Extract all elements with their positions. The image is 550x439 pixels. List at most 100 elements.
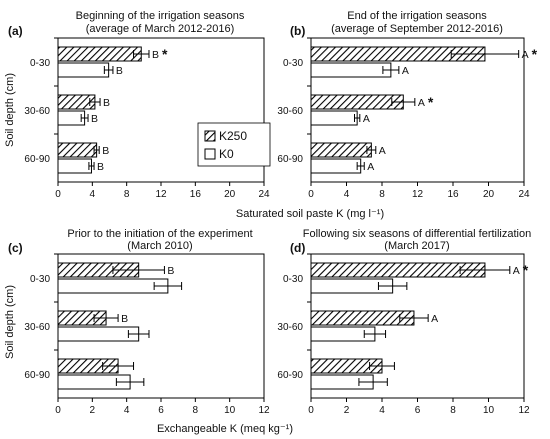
panel-a-bar-k250	[57, 142, 98, 158]
panel-b-bar-k0	[310, 110, 358, 126]
panel-b-x-tick-label: 12	[412, 189, 424, 200]
panel-b-x-tick-label: 20	[483, 189, 495, 200]
panel-b-bar-k0	[310, 62, 392, 78]
panel-c-x-tick-label: 8	[193, 405, 199, 416]
panel-d-x-tick-label: 6	[415, 405, 421, 416]
panel-a-bar-k250	[57, 46, 142, 62]
panel-c-x-tick-label: 0	[55, 405, 61, 416]
x-axis-title-bottom: Exchangeable K (meq kg⁻¹)	[157, 423, 293, 435]
panel-d-x-tick-label: 4	[379, 405, 385, 416]
panel-c-letter: (c)	[8, 241, 23, 255]
panel-d-significance-star: *	[523, 262, 529, 278]
panel-b-significance-letter: A	[379, 145, 386, 157]
panel-a-significance-letter: B	[102, 145, 109, 157]
panel-b-significance-letter: A	[402, 65, 409, 77]
legend-swatch-k250	[204, 130, 216, 142]
panel-c-significance-letter: B	[121, 313, 128, 325]
panel-b-x-tick-label: 8	[379, 189, 385, 200]
panel-d-x-tick-label: 0	[308, 405, 314, 416]
panel-d-x-tick-label: 8	[450, 405, 456, 416]
panel-c: Prior to the initiation of the experimen…	[8, 228, 270, 416]
panel-b-letter: (b)	[290, 24, 305, 38]
panel-a-x-tick-label: 4	[90, 189, 96, 200]
panel-d-bar-k250	[310, 262, 486, 278]
panel-b-title: End of the irrigation seasons	[347, 10, 487, 22]
panel-a-title: Beginning of the irrigation seasons	[76, 10, 245, 22]
legend: K250 K0	[197, 122, 271, 167]
panel-d-significance-letter: A	[431, 313, 438, 325]
panel-c-bar-k0	[57, 278, 169, 294]
panel-c-x-tick-label: 10	[224, 405, 236, 416]
panel-d-x-tick-label: 10	[483, 405, 495, 416]
panel-b-x-tick-label: 24	[518, 189, 530, 200]
panel-c-x-tick-label: 2	[90, 405, 96, 416]
panel-a-significance-star: *	[162, 46, 168, 62]
panel-b-category-label: 0-30	[283, 58, 303, 69]
panel-a-x-tick-label: 8	[124, 189, 130, 200]
panel-d-bar-k250	[310, 310, 415, 326]
panel-d-significance-letter: A	[513, 265, 520, 277]
panel-a-significance-letter: B	[103, 97, 110, 109]
panel-c-title: Prior to the initiation of the experimen…	[67, 228, 252, 240]
panel-a-significance-letter: B	[91, 113, 98, 125]
panel-c-category-label: 30-60	[24, 322, 50, 333]
panel-a-subtitle: (average of March 2012-2016)	[86, 23, 235, 35]
panel-b-bar-k250	[310, 94, 404, 110]
panel-b-bar-k250	[310, 142, 372, 158]
panel-b-significance-letter: A	[418, 97, 425, 109]
panel-a-x-tick-label: 12	[155, 189, 167, 200]
panel-a-category-label: 30-60	[24, 106, 50, 117]
panel-c-subtitle: (March 2010)	[127, 240, 192, 252]
panel-b-significance-star: *	[428, 94, 434, 110]
panel-c-category-label: 0-30	[30, 274, 50, 285]
panel-d-category-label: 30-60	[277, 322, 303, 333]
panel-c-bar-k0	[57, 326, 140, 342]
panel-a-x-tick-label: 20	[224, 189, 236, 200]
panel-a-significance-letter: B	[116, 65, 123, 77]
y-axis-title-top: Soil depth (cm)	[4, 73, 16, 147]
panel-b-x-tick-label: 0	[308, 189, 314, 200]
legend-swatch-k0	[204, 148, 216, 160]
panel-d-x-tick-label: 2	[344, 405, 350, 416]
panel-d: Following six seasons of differential fe…	[277, 228, 531, 416]
panel-a-x-tick-label: 0	[55, 189, 61, 200]
legend-label-k0: K0	[219, 147, 234, 161]
panel-d-x-tick-label: 12	[518, 405, 530, 416]
panel-d-letter: (d)	[290, 241, 305, 255]
panel-a: Beginning of the irrigation seasons(aver…	[8, 10, 270, 200]
x-axis-title-top: Saturated soil paste K (mg l⁻¹)	[236, 208, 384, 220]
panel-a-bar-k0	[57, 110, 86, 126]
panel-a-letter: (a)	[8, 24, 23, 38]
panel-b: End of the irrigation seasons(average of…	[277, 10, 537, 200]
panel-c-x-tick-label: 6	[158, 405, 164, 416]
panel-b-category-label: 60-90	[277, 154, 303, 165]
panel-a-x-tick-label: 24	[258, 189, 270, 200]
panel-c-x-tick-label: 12	[258, 405, 270, 416]
panel-b-subtitle: (average of September 2012-2016)	[331, 23, 503, 35]
panel-a-bar-k0	[57, 62, 110, 78]
panel-a-category-label: 60-90	[24, 154, 50, 165]
panel-a-x-tick-label: 16	[190, 189, 202, 200]
panel-b-x-tick-label: 4	[344, 189, 350, 200]
panel-a-bar-k0	[57, 158, 92, 174]
panel-c-x-tick-label: 4	[124, 405, 130, 416]
panel-a-significance-letter: B	[97, 161, 104, 173]
y-axis-title-bottom: Soil depth (cm)	[4, 285, 16, 359]
legend-label-k250: K250	[219, 129, 247, 143]
panel-c-category-label: 60-90	[24, 370, 50, 381]
panel-b-category-label: 30-60	[277, 106, 303, 117]
panel-d-category-label: 60-90	[277, 370, 303, 381]
panel-a-category-label: 0-30	[30, 58, 50, 69]
panel-b-significance-letter: A	[363, 113, 370, 125]
panel-b-significance-star: *	[532, 46, 538, 62]
panel-d-title: Following six seasons of differential fe…	[303, 228, 531, 240]
panel-b-x-tick-label: 16	[447, 189, 459, 200]
panel-a-significance-letter: B	[152, 49, 159, 61]
panel-c-significance-letter: B	[167, 265, 174, 277]
panel-d-subtitle: (March 2017)	[384, 240, 449, 252]
panel-b-bar-k0	[310, 158, 362, 174]
panel-b-significance-letter: A	[367, 161, 374, 173]
panel-d-category-label: 0-30	[283, 274, 303, 285]
panel-b-significance-letter: A	[522, 49, 529, 61]
